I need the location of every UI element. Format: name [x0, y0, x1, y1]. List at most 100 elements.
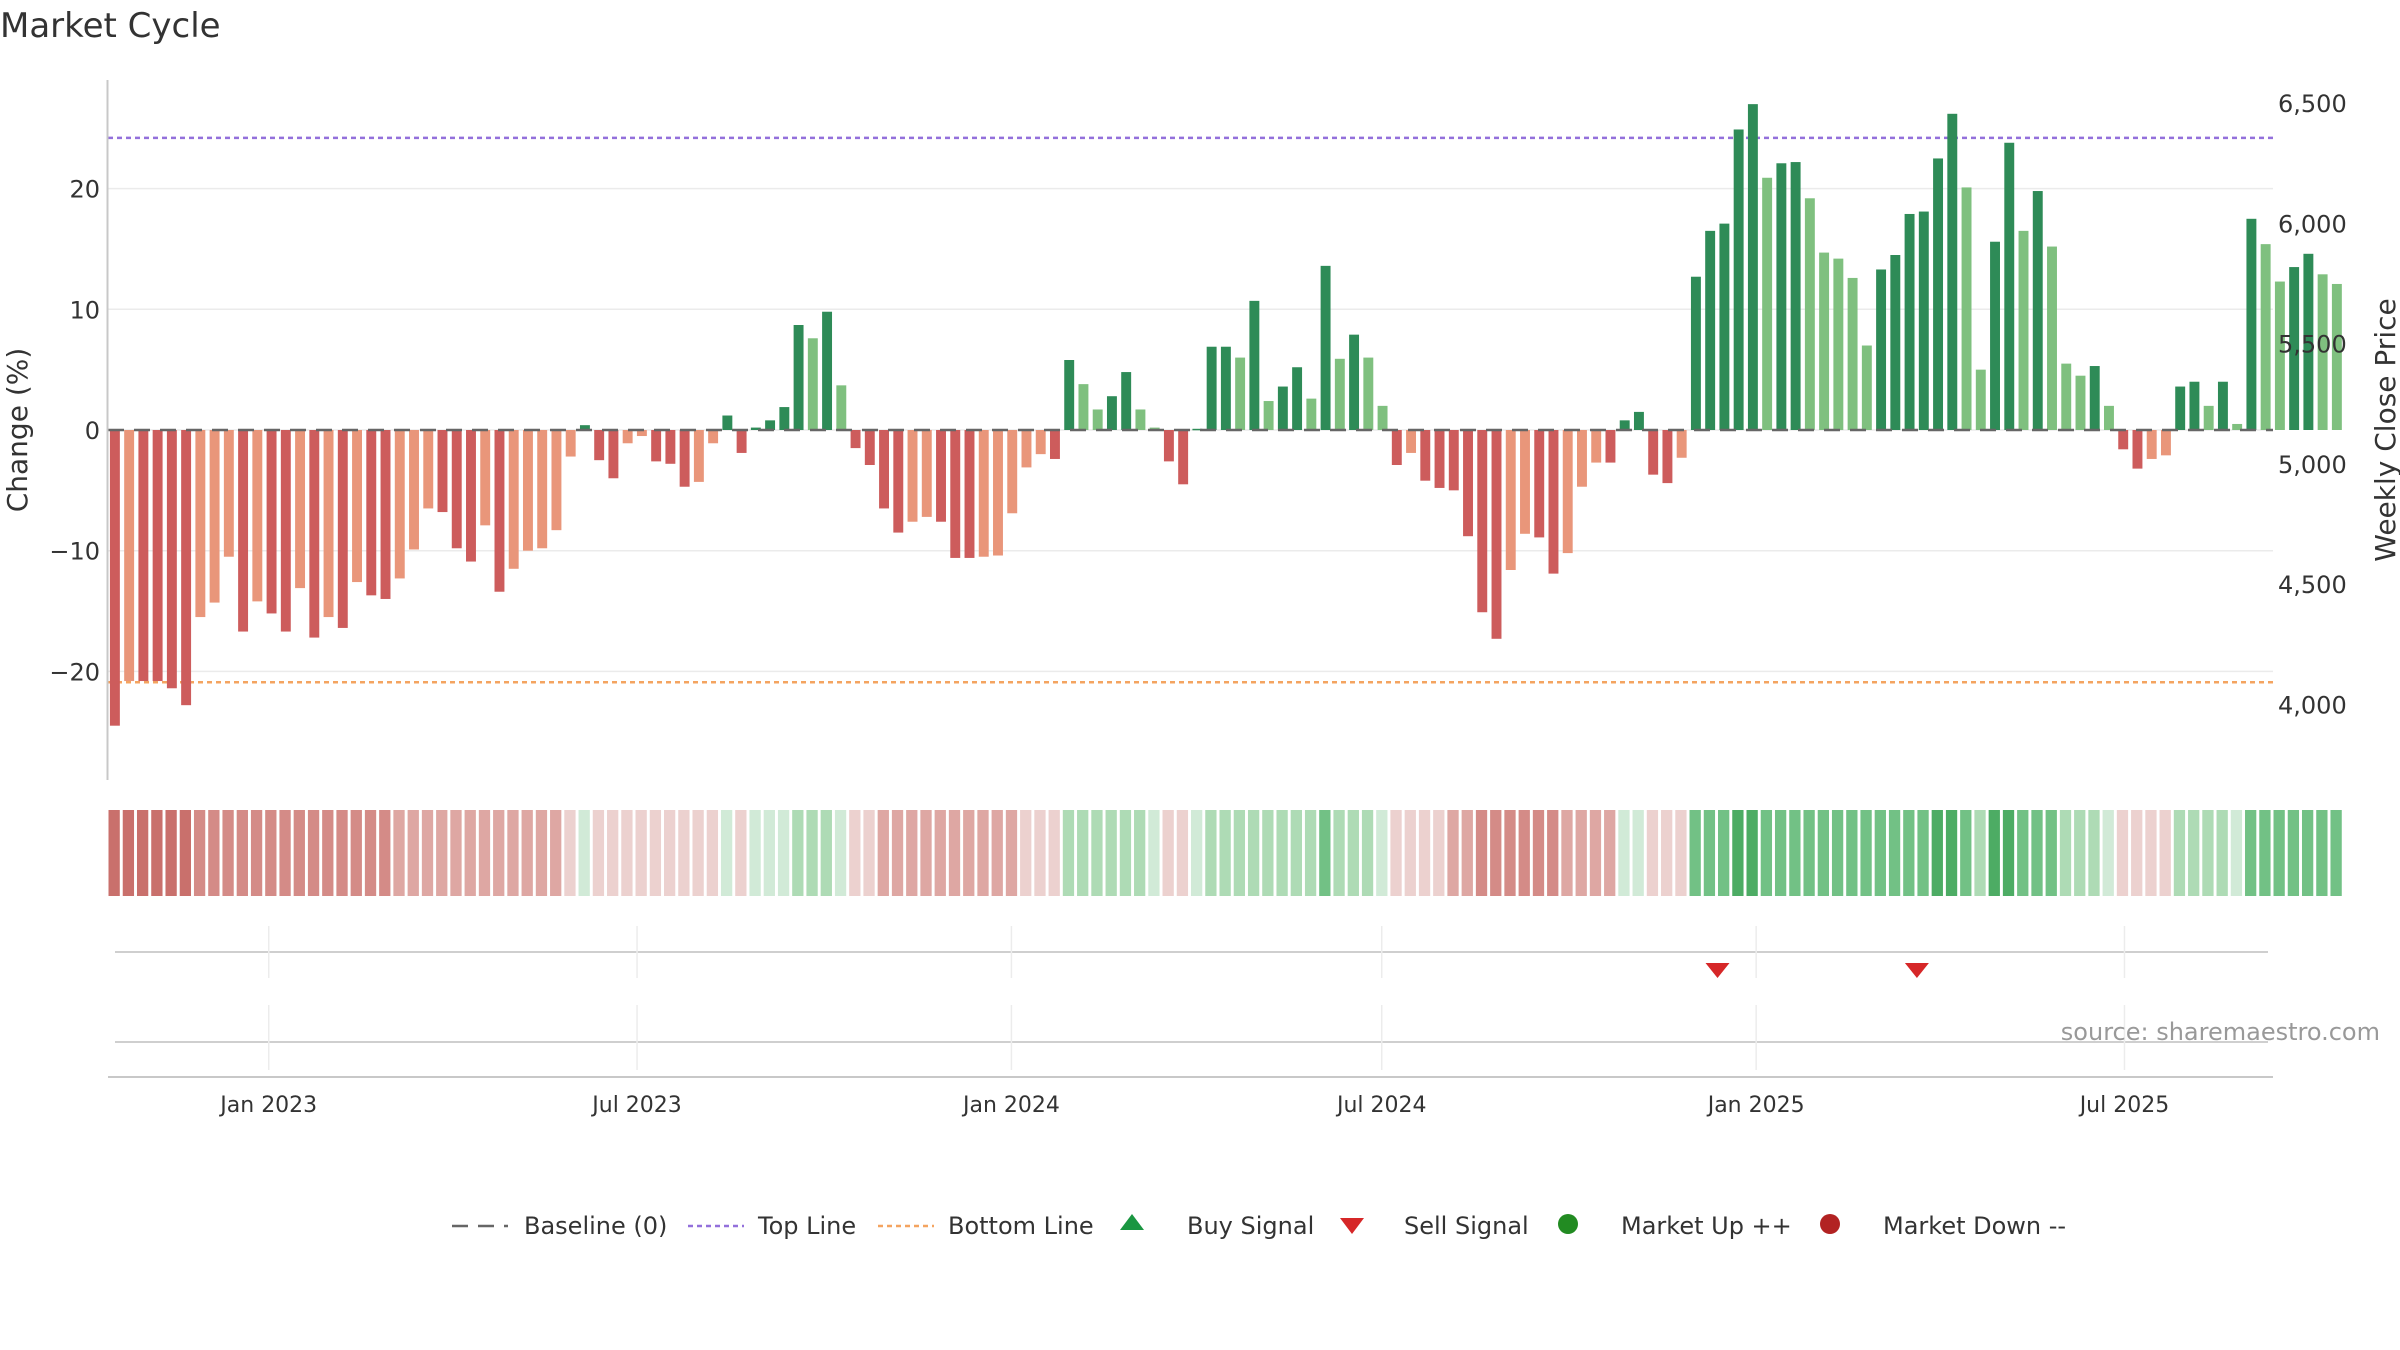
bar	[2217, 381, 2228, 430]
strip-cell	[507, 810, 519, 896]
strip-cell	[849, 810, 861, 896]
bar	[537, 430, 548, 549]
strip-cell	[1390, 810, 1402, 896]
legend-label: Bottom Line	[948, 1212, 1094, 1240]
bar	[1534, 430, 1545, 538]
bar	[651, 430, 662, 462]
strip-cell	[1333, 810, 1345, 896]
strip-cell	[720, 810, 733, 896]
bar	[1633, 411, 1644, 430]
bar	[1021, 430, 1032, 468]
strip-cell	[1176, 810, 1189, 896]
strip-cell	[1433, 810, 1445, 896]
bar	[2132, 430, 2143, 469]
bar	[1548, 430, 1559, 574]
bar	[2331, 283, 2342, 430]
bar	[1163, 430, 1174, 462]
x-tick-label: Jan 2024	[961, 1093, 1060, 1118]
bar	[2004, 142, 2015, 431]
strip-cell	[464, 810, 476, 896]
strip-cell	[1632, 810, 1644, 896]
strip-cell	[1903, 810, 1915, 896]
strip-cell	[1134, 810, 1146, 896]
strip-cell	[1319, 810, 1331, 896]
legend-item: Top Line	[688, 1212, 856, 1240]
bar	[665, 430, 676, 464]
bar	[166, 430, 177, 689]
legend-item: Market Up ++	[1558, 1212, 1792, 1240]
bar	[1904, 213, 1915, 430]
bar	[380, 430, 391, 599]
y2-tick-label: 5,500	[2278, 331, 2347, 359]
bar	[622, 430, 633, 444]
strip-cell	[2031, 810, 2043, 896]
bar-series	[108, 104, 2342, 726]
bar	[1306, 398, 1317, 430]
strip-cell	[1732, 810, 1744, 896]
strip-cell	[136, 810, 149, 896]
bar	[1890, 255, 1901, 430]
bar	[2260, 244, 2271, 430]
strip-cell	[279, 810, 291, 896]
bar	[551, 430, 562, 531]
bar	[964, 430, 975, 558]
strip-cell	[1917, 810, 1929, 896]
strip-cell	[2159, 810, 2171, 896]
bar	[850, 430, 861, 449]
bar	[879, 430, 890, 509]
strip-cell	[607, 810, 619, 896]
strip-cell	[1561, 810, 1573, 896]
bar	[1406, 430, 1417, 453]
y-tick-label: 10	[69, 296, 100, 324]
sell-signal-marker	[1705, 963, 1730, 978]
bar	[1206, 346, 1217, 430]
bar	[579, 425, 590, 430]
strip-cell	[920, 810, 932, 896]
strip-cell	[1789, 810, 1801, 896]
strip-cell	[1034, 810, 1046, 896]
bar	[2303, 253, 2314, 430]
legend-label: Top Line	[757, 1212, 856, 1240]
bar	[2104, 405, 2114, 430]
strip-cell	[1604, 810, 1616, 896]
strip-cell	[421, 810, 434, 896]
bar	[1847, 277, 1858, 430]
bar	[124, 430, 135, 682]
strip-cell	[151, 810, 163, 896]
bar	[138, 430, 149, 682]
bar	[907, 430, 918, 522]
strip-cell	[1774, 810, 1787, 896]
legend-label: Market Up ++	[1621, 1212, 1792, 1240]
bar	[1762, 177, 1773, 430]
y2-tick-label: 4,500	[2278, 571, 2347, 599]
strip-cell	[2088, 810, 2100, 896]
bar	[423, 430, 434, 509]
strip-cell	[2059, 810, 2072, 896]
bar	[1705, 230, 1716, 430]
strip-cell	[307, 810, 320, 896]
bar	[1648, 430, 1659, 475]
bar	[1491, 430, 1502, 639]
strip-cell	[1418, 810, 1431, 896]
bar	[2018, 230, 2029, 430]
strip-cell	[649, 810, 662, 896]
strip-cell	[1675, 810, 1687, 896]
strip-cell	[2188, 810, 2200, 896]
bar	[409, 430, 419, 550]
bar	[1078, 384, 1089, 430]
bar	[1577, 430, 1587, 487]
bar	[750, 427, 761, 430]
bar	[565, 430, 576, 457]
strip-cell	[250, 810, 263, 896]
strip-cell	[1048, 810, 1060, 896]
y-tick-label: 0	[85, 417, 100, 445]
strip-cell	[293, 810, 305, 896]
bar	[1007, 430, 1018, 514]
bar	[366, 430, 377, 596]
strip-cell	[2045, 810, 2057, 896]
bar	[893, 430, 904, 533]
strip-cell	[1219, 810, 1231, 896]
strip-cell	[1703, 810, 1716, 896]
bar	[608, 430, 619, 479]
strip-cell	[1931, 810, 1943, 896]
